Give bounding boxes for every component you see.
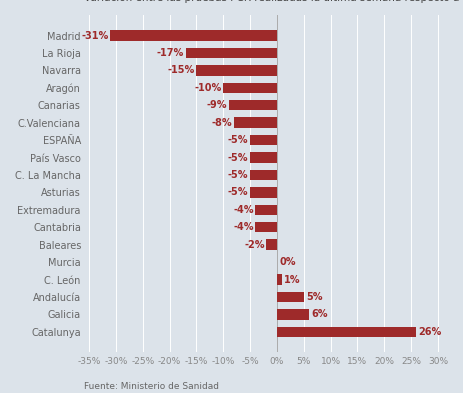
Text: 26%: 26% [419,327,442,337]
Bar [196,65,277,75]
Bar [277,292,304,302]
Text: 6%: 6% [311,309,328,320]
Text: Variación entre las pruebas PCR realizadas la última semana respecto a la anteri: Variación entre las pruebas PCR realizad… [84,0,463,3]
Bar [234,118,277,128]
Text: -15%: -15% [168,65,195,75]
Text: 5%: 5% [306,292,322,302]
Bar [223,83,277,93]
Text: -5%: -5% [228,170,249,180]
Text: -5%: -5% [228,135,249,145]
Text: -5%: -5% [228,152,249,163]
Bar [186,48,277,58]
Text: -4%: -4% [233,205,254,215]
Text: -5%: -5% [228,187,249,197]
Text: -4%: -4% [233,222,254,232]
Bar [277,327,416,337]
Bar [266,239,277,250]
Bar [250,187,277,198]
Text: -31%: -31% [81,31,109,40]
Bar [229,100,277,110]
Text: -8%: -8% [212,118,232,128]
Text: 0%: 0% [279,257,295,267]
Bar [250,152,277,163]
Text: -9%: -9% [206,100,227,110]
Bar [277,309,309,320]
Bar [250,170,277,180]
Bar [256,222,277,233]
Bar [111,30,277,41]
Text: -10%: -10% [194,83,222,93]
Text: -2%: -2% [244,240,264,250]
Text: -17%: -17% [157,48,184,58]
Text: Fuente: Ministerio de Sanidad: Fuente: Ministerio de Sanidad [84,382,219,391]
Bar [250,135,277,145]
Text: 1%: 1% [284,275,301,285]
Bar [256,205,277,215]
Bar [277,274,282,285]
